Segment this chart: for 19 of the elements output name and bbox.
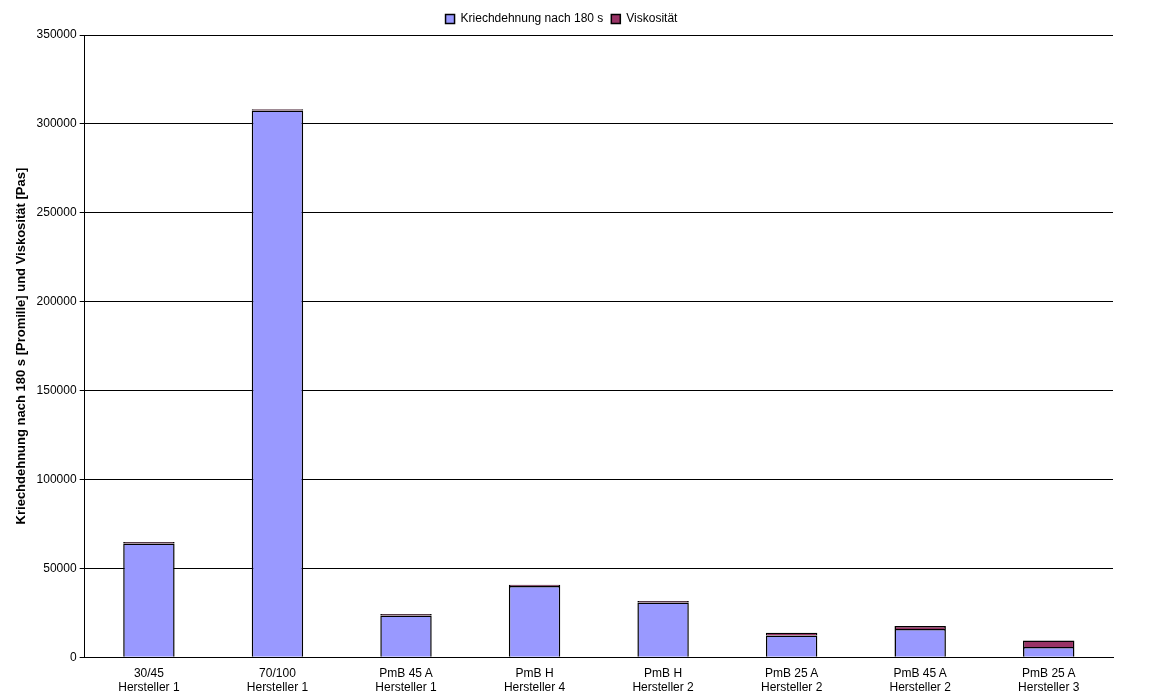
y-axis-title: Kriechdehnung nach 180 s [Promille] und Viskosität [Pas]	[13, 167, 29, 525]
legend-label: Viskosität	[626, 11, 679, 26]
y-tick-label: 0	[69, 649, 77, 664]
y-tick-label: 150000	[36, 382, 77, 397]
y-tick-label: 250000	[36, 205, 77, 220]
y-tick-label: 100000	[36, 471, 77, 486]
x-tick-label: 70/100 Hersteller 1	[246, 665, 309, 695]
x-tick-label: PmB 25 A Hersteller 2	[760, 665, 823, 695]
y-tick-label: 200000	[36, 293, 77, 308]
y-tick-label: 50000	[43, 560, 77, 575]
y-tick-label: 300000	[36, 116, 77, 131]
x-tick-label: PmB H Hersteller 2	[632, 665, 695, 695]
x-tick-label: PmB 45 A Hersteller 2	[889, 665, 952, 695]
x-tick-label: PmB 45 A Hersteller 1	[375, 665, 437, 695]
y-tick-label: 350000	[36, 27, 77, 42]
x-tick-label: 30/45 Hersteller 1	[118, 665, 180, 695]
legend-label: Kriechdehnung nach 180 s	[460, 11, 604, 26]
x-tick-label: PmB 25 A Hersteller 3	[1018, 665, 1080, 695]
x-tick-label: PmB H Hersteller 4	[503, 665, 566, 695]
